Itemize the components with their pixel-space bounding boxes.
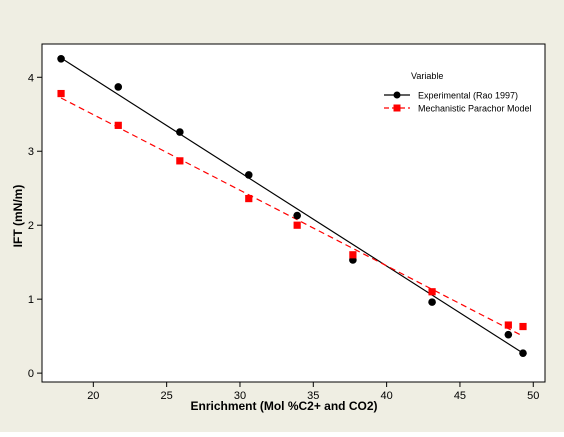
y-tick-label: 0 bbox=[28, 368, 34, 380]
data-point-series-2 bbox=[176, 157, 184, 165]
data-point-series-2 bbox=[57, 89, 65, 98]
x-tick-label: 35 bbox=[307, 390, 319, 402]
plot-area bbox=[41, 43, 546, 383]
legend-label-series-1: Experimental (Rao 1997) bbox=[418, 91, 518, 101]
y-axis-label: IFT (mN/m) bbox=[11, 185, 25, 248]
data-point-series-2 bbox=[519, 322, 527, 331]
x-tick-label: 20 bbox=[87, 390, 99, 402]
data-point-series-1 bbox=[114, 83, 123, 91]
legend-title: Variable bbox=[411, 71, 443, 81]
legend: Variable Experimental (Rao 1997) Mechanis… bbox=[384, 71, 532, 114]
data-point-series-2 bbox=[245, 194, 253, 203]
legend-label-series-2: Mechanistic Parachor Model bbox=[418, 104, 532, 114]
legend-marker-series-2 bbox=[393, 104, 401, 112]
data-point-series-1 bbox=[519, 349, 527, 357]
data-point-series-1 bbox=[504, 330, 513, 339]
data-point-series-2 bbox=[428, 288, 436, 296]
x-tick-label: 50 bbox=[527, 390, 539, 402]
data-point-series-2 bbox=[504, 321, 512, 329]
data-point-series-2 bbox=[349, 251, 357, 259]
fit-lines bbox=[60, 57, 524, 354]
y-tick-label: 3 bbox=[28, 146, 34, 158]
fit-line-series-1 bbox=[60, 57, 524, 354]
x-tick-label: 30 bbox=[234, 390, 246, 402]
data-point-series-1 bbox=[428, 298, 436, 306]
data-markers bbox=[57, 54, 527, 357]
data-point-series-1 bbox=[244, 171, 253, 179]
x-tick-label: 45 bbox=[454, 390, 466, 402]
axes: 20 25 30 35 40 45 50 0 1 2 3 4 bbox=[28, 72, 540, 402]
data-point-series-2 bbox=[293, 221, 301, 229]
data-point-series-1 bbox=[57, 54, 65, 63]
fit-line-series-2 bbox=[60, 97, 524, 337]
x-tick-label: 40 bbox=[380, 390, 392, 402]
y-tick-label: 2 bbox=[28, 220, 34, 232]
y-tick-label: 1 bbox=[28, 294, 34, 306]
data-point-series-2 bbox=[114, 121, 122, 129]
data-point-series-1 bbox=[293, 211, 301, 220]
legend-marker-series-1 bbox=[393, 91, 401, 99]
data-point-series-1 bbox=[176, 128, 184, 136]
y-tick-label: 4 bbox=[28, 72, 34, 84]
x-axis-label: Enrichment (Mol %C2+ and CO2) bbox=[190, 399, 377, 413]
x-tick-label: 25 bbox=[161, 390, 173, 402]
